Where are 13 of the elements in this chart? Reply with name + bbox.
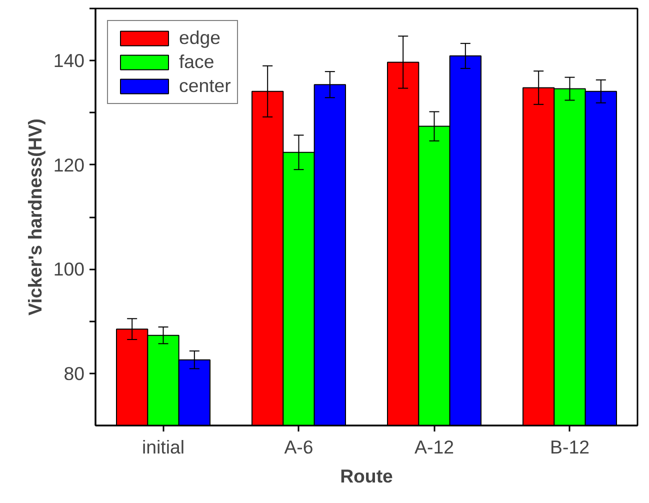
y-tick-label: 120 [53,154,85,176]
x-tick-label: A-12 [414,436,454,458]
y-axis-title: Vicker's hardness(HV) [24,118,46,316]
x-tick-label: A-6 [284,436,314,458]
y-tick-label: 100 [53,258,85,280]
x-axis-title: Route [340,466,393,486]
legend-label: center [179,75,231,97]
y-tick-label: 140 [53,50,85,72]
x-tick-label: initial [142,436,185,458]
legend-label: edge [179,27,221,49]
x-tick-label: B-12 [550,436,590,458]
y-tick-label: 80 [64,362,85,384]
legend-label: face [179,51,214,73]
